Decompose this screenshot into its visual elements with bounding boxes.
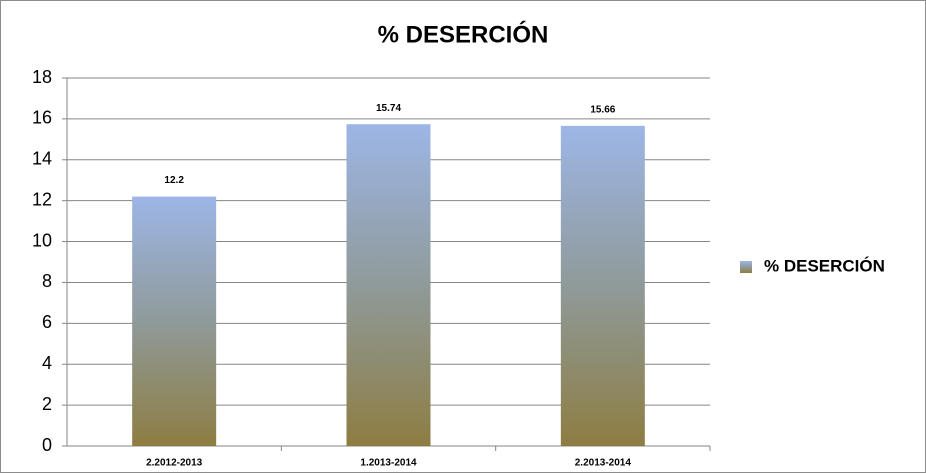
y-tick-label: 18 [32,67,52,87]
y-tick-label: 6 [42,312,52,332]
y-tick-label: 12 [32,189,52,209]
legend-swatch [740,261,752,273]
y-tick-label: 10 [32,230,52,250]
data-label: 12.2 [164,175,184,186]
x-tick-label: 2.2012-2013 [146,458,203,469]
chart-title: % DESERCIÓN [378,20,549,48]
data-label: 15.74 [376,103,401,114]
y-tick-label: 0 [42,435,52,455]
legend-label: % DESERCIÓN [764,256,885,275]
y-tick-label: 14 [32,149,52,169]
bar [560,125,645,446]
y-tick-label: 16 [32,108,52,128]
bar [132,196,217,446]
y-tick-label: 2 [42,394,52,414]
x-tick-label: 1.2013-2014 [360,458,417,469]
x-tick-label: 2.2013-2014 [575,458,632,469]
y-tick-label: 4 [42,353,52,373]
y-tick-label: 8 [42,271,52,291]
data-label: 15.66 [590,104,615,115]
bar [346,124,431,447]
